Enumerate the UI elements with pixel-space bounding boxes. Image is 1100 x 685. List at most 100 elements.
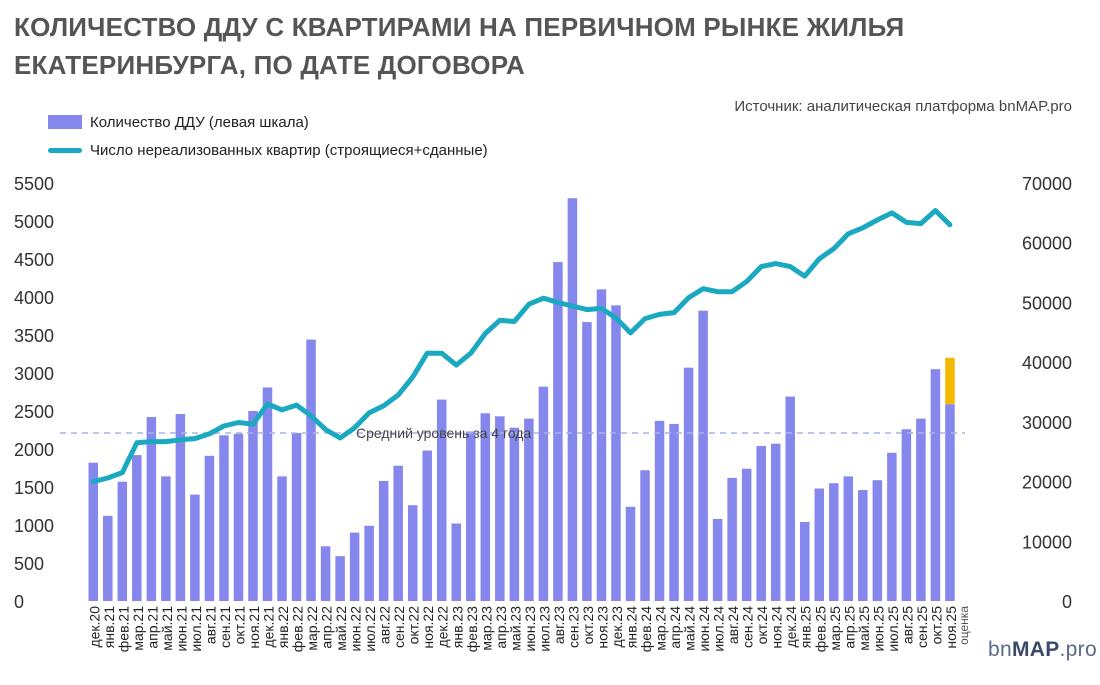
x-axis-tick-label: июн.25 — [870, 606, 886, 652]
x-axis-tick-label: сен.21 — [217, 606, 233, 648]
right-axis-tick-label: 70000 — [1022, 174, 1072, 194]
bar-май.23 — [509, 427, 520, 601]
right-axis-tick-label: 0 — [1062, 592, 1072, 612]
right-axis-tick-label: 10000 — [1022, 532, 1072, 552]
x-axis-tick-label: янв.24 — [624, 606, 640, 648]
bar-мар.24 — [654, 420, 665, 601]
left-axis-tick-label: 4500 — [14, 250, 54, 270]
bar-estimate-segment — [945, 357, 955, 405]
x-axis-tick-label: сен.22 — [391, 606, 407, 648]
bar-июн.25 — [872, 480, 883, 601]
legend-item-bars: Количество ДДУ (левая шкала) — [48, 108, 488, 136]
bar-окт.22 — [407, 505, 418, 601]
bar-сен.24 — [741, 468, 752, 601]
x-axis-tick-label: июл.23 — [536, 606, 552, 652]
left-axis-tick-label: 3500 — [14, 326, 54, 346]
bar-фев.21 — [117, 481, 128, 601]
x-axis-tick-label: июн.23 — [522, 606, 538, 652]
bar-авг.22 — [378, 480, 389, 601]
x-axis-tick-label: дек.23 — [609, 606, 625, 648]
x-axis-tick-label: июн.22 — [348, 606, 364, 652]
bar-дек.22 — [436, 399, 447, 601]
x-axis-tick-label: мар.24 — [653, 606, 669, 651]
bar-сен.25 — [916, 418, 926, 601]
x-axis-tick-label: окт.21 — [231, 606, 247, 645]
x-axis-tick-label: янв.21 — [101, 606, 117, 648]
bar-июл.25 — [887, 452, 897, 601]
logo-text-tail: .pro — [1059, 638, 1097, 661]
x-axis-tick-label: авг.24 — [725, 606, 741, 644]
bar-фев.23 — [466, 431, 476, 601]
logo-text-bold: MAP — [1011, 638, 1060, 661]
x-axis-tick-label: дек.22 — [435, 606, 451, 648]
x-axis-tick-label: дек.21 — [261, 606, 277, 648]
right-axis-tick-label: 50000 — [1022, 293, 1072, 313]
x-axis-tick-label: авг.21 — [202, 606, 218, 644]
x-axis-tick-label: мар.23 — [478, 606, 494, 651]
x-axis-tick-label: окт.25 — [928, 606, 944, 645]
x-axis-tick-label: мар.25 — [827, 606, 843, 651]
bar-янв.23 — [451, 523, 462, 601]
x-axis-tick-label: май.25 — [856, 606, 872, 651]
bar-авг.23 — [553, 262, 563, 601]
bar-окт.24 — [756, 445, 766, 601]
left-axis-tick-label: 5500 — [14, 174, 54, 194]
bar-июл.21 — [190, 494, 200, 601]
x-axis-tick-label: апр.22 — [319, 606, 335, 649]
x-axis-tick-label: апр.24 — [667, 606, 683, 649]
logo-text-plain: bn — [988, 638, 1012, 661]
bar-фев.25 — [814, 488, 825, 601]
x-axis-tick-label: мар.21 — [130, 606, 146, 651]
bar-сен.22 — [393, 465, 403, 601]
bar-июн.21 — [175, 414, 186, 601]
chart-title-line2: ЕКАТЕРИНБУРГА, ПО ДАТЕ ДОГОВОРА — [14, 50, 525, 80]
x-axis-tick-label: дек.20 — [86, 606, 102, 648]
bar-янв.25 — [799, 521, 810, 601]
x-axis-tick-label: авг.22 — [377, 606, 393, 644]
legend-item-line: Число нереализованных квартир (строящиес… — [48, 136, 488, 164]
bar-ноя.25 — [945, 404, 955, 601]
x-axis-tick-label: май.22 — [333, 606, 349, 651]
right-axis-tick-label: 20000 — [1022, 473, 1072, 493]
x-axis-tick-label: фев.23 — [464, 606, 480, 652]
line-series-unsold-apartments — [90, 208, 953, 485]
bar-ноя.21 — [248, 411, 258, 601]
chart-title-line1: КОЛИЧЕСТВО ДДУ С КВАРТИРАМИ НА ПЕРВИЧНОМ… — [14, 12, 905, 42]
bar-апр.24 — [669, 423, 679, 601]
x-axis-tick-label: сен.25 — [914, 606, 930, 648]
bar-мар.23 — [480, 413, 491, 601]
x-axis-tick-label: сен.24 — [740, 606, 756, 648]
source-note: Источник: аналитическая платформа bnMAP.… — [734, 98, 1072, 115]
x-axis-tick-label: окт.22 — [406, 606, 422, 645]
x-axis-tick-label: июл.25 — [885, 606, 901, 652]
bar-авг.24 — [727, 477, 737, 601]
x-axis-tick-label: июл.24 — [711, 606, 727, 652]
x-axis-tick-label: фев.25 — [812, 606, 828, 652]
bar-дек.20 — [88, 462, 99, 601]
bar-июн.22 — [349, 532, 360, 601]
bar-апр.21 — [146, 417, 157, 601]
bar-янв.24 — [625, 506, 636, 601]
bar-мар.25 — [829, 483, 839, 601]
legend-label-line: Число нереализованных квартир (строящиес… — [90, 141, 488, 159]
x-axis-tick-label: май.21 — [159, 606, 175, 651]
bar-май.21 — [161, 476, 171, 601]
right-axis-tick-label: 30000 — [1022, 413, 1072, 433]
x-axis-tick-label: июл.22 — [362, 606, 378, 652]
legend-swatch-bars — [48, 115, 82, 129]
bar-июл.22 — [364, 525, 374, 601]
bar-сен.23 — [567, 198, 578, 601]
left-axis-tick-label: 2500 — [14, 402, 54, 422]
x-axis-tick-label: фев.24 — [638, 606, 654, 652]
x-axis-tick-label: янв.22 — [275, 606, 291, 648]
left-axis-tick-label: 1500 — [14, 478, 54, 498]
bar-июн.24 — [698, 310, 708, 601]
bar-апр.23 — [495, 416, 505, 601]
bar-сен.21 — [219, 435, 229, 601]
bar-дек.24 — [785, 396, 795, 601]
bar-апр.25 — [843, 476, 854, 601]
estimate-label: оценка — [957, 606, 971, 645]
bar-май.22 — [335, 556, 345, 601]
bar-дек.23 — [611, 305, 621, 601]
